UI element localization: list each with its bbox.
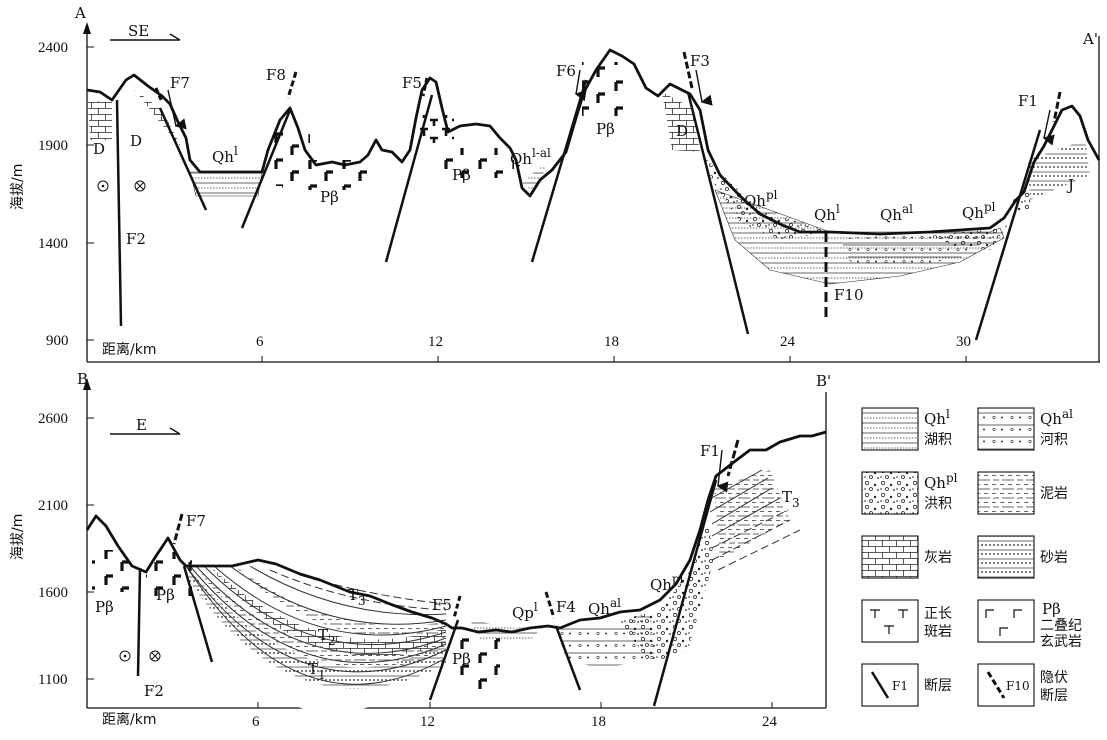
fault-label: F8 xyxy=(266,66,286,84)
a-x-tick: 30 xyxy=(956,334,971,350)
b-x-tick: 18 xyxy=(591,714,606,730)
unit-label: Pβ xyxy=(596,120,615,138)
fault-label: F2 xyxy=(126,230,146,248)
fault-label: F6 xyxy=(556,62,576,80)
unit-label: T1 xyxy=(308,660,326,682)
b-y-tick: 2100 xyxy=(38,498,68,514)
unit-label: Pβ xyxy=(95,598,114,616)
unit-label: Pβ xyxy=(452,166,471,184)
legend-name: 河积 xyxy=(1040,432,1068,448)
section-b: B B' E 2600 2100 1600 1100 海拔/m 距离/km 6 … xyxy=(10,370,831,730)
section-b-direction: E xyxy=(136,416,147,434)
unit-label: D xyxy=(93,140,105,158)
fault-label: F5 xyxy=(402,74,422,92)
a-x-axis-label: 距离/km xyxy=(102,341,156,358)
fault-label: F1 xyxy=(1018,92,1038,110)
legend-name: 洪积 xyxy=(924,496,952,512)
unit-label: Qhl-al xyxy=(510,146,551,168)
unit-label: Pβ xyxy=(452,650,471,668)
a-y-axis-label: 海拔/m xyxy=(10,164,26,210)
legend-code: F1 xyxy=(892,679,908,693)
legend-code: Qhl xyxy=(924,407,950,428)
unit-label: Qhal xyxy=(588,596,621,618)
unit-label: Qhpl xyxy=(650,572,684,594)
legend-name: 正长 xyxy=(924,606,952,622)
legend-name: 玄武岩 xyxy=(1040,633,1082,650)
fault-label: F5 xyxy=(432,596,452,614)
unit-label: D xyxy=(676,122,688,140)
b-x-axis-label: 距离/km xyxy=(102,711,156,728)
section-a: A A' SE 2400 1900 1400 900 海拔/m 距离/km 6 … xyxy=(10,4,1101,363)
a-y-tick: 1400 xyxy=(38,236,68,252)
unit-label: Qhpl xyxy=(744,188,778,210)
legend-name: 砂岩 xyxy=(1040,550,1068,566)
a-y-tick: 900 xyxy=(46,333,69,349)
unit-label: Qhpl xyxy=(962,200,996,222)
unit-label: Qhal xyxy=(880,202,913,224)
section-a-direction: SE xyxy=(128,22,149,40)
fault-label: F7 xyxy=(170,74,190,92)
fault-label: F1 xyxy=(700,442,720,460)
unit-label: T3 xyxy=(782,488,800,510)
section-b-right-end: B' xyxy=(816,372,831,390)
section-b-left-end: B xyxy=(77,370,88,388)
unit-label: T3 xyxy=(348,586,366,608)
b-y-tick: 1600 xyxy=(38,585,68,601)
a-y-tick: 2400 xyxy=(38,40,68,56)
fault-label: F4 xyxy=(556,598,576,616)
unit-label: Qhl xyxy=(212,144,238,166)
legend-name: 隐伏 xyxy=(1040,670,1068,686)
b-x-tick: 6 xyxy=(252,714,260,730)
b-y-tick: 2600 xyxy=(38,411,68,427)
b-y-tick: 1100 xyxy=(38,672,67,688)
legend: Qhl 湖积 Qhal 河积 Qhpl 洪积 泥岩 灰岩 砂岩 正长 斑岩 Pβ xyxy=(861,407,1082,707)
unit-label: J xyxy=(1066,176,1074,194)
legend-name: 断层 xyxy=(924,678,952,694)
legend-name: 斑岩 xyxy=(924,624,952,640)
b-x-tick: 12 xyxy=(420,714,435,730)
legend-name: 二叠纪 xyxy=(1040,618,1082,634)
fault-label: F7 xyxy=(186,512,206,530)
unit-label: T2 xyxy=(318,626,336,648)
b-y-axis-label: 海拔/m xyxy=(10,514,26,560)
a-x-tick: 12 xyxy=(428,334,443,350)
legend-name: 泥岩 xyxy=(1040,486,1068,502)
legend-name: 灰岩 xyxy=(924,550,952,566)
section-a-right-end: A' xyxy=(1082,30,1098,48)
legend-code: Qhpl xyxy=(924,471,958,492)
legend-code: F10 xyxy=(1006,679,1030,693)
a-x-tick: 24 xyxy=(780,334,796,350)
a-x-tick: 18 xyxy=(604,334,619,350)
a-y-tick: 1900 xyxy=(38,138,68,154)
b-x-tick: 24 xyxy=(762,714,778,730)
fault-label: F2 xyxy=(144,682,164,700)
legend-name: 断层 xyxy=(1040,688,1068,704)
unit-label: Pβ xyxy=(156,586,175,604)
fault-label: F10 xyxy=(834,286,864,304)
legend-code: Qhal xyxy=(1040,407,1073,428)
fault-label: F3 xyxy=(690,52,710,70)
unit-label: Qpl xyxy=(512,600,538,622)
legend-name: 湖积 xyxy=(924,432,952,448)
legend-code: Pβ xyxy=(1042,600,1061,618)
unit-label: Qhl xyxy=(814,202,840,224)
unit-label: Pβ xyxy=(320,188,339,206)
unit-label: D xyxy=(130,132,142,150)
section-a-left-end: A xyxy=(74,4,86,22)
a-x-tick: 6 xyxy=(256,334,264,350)
